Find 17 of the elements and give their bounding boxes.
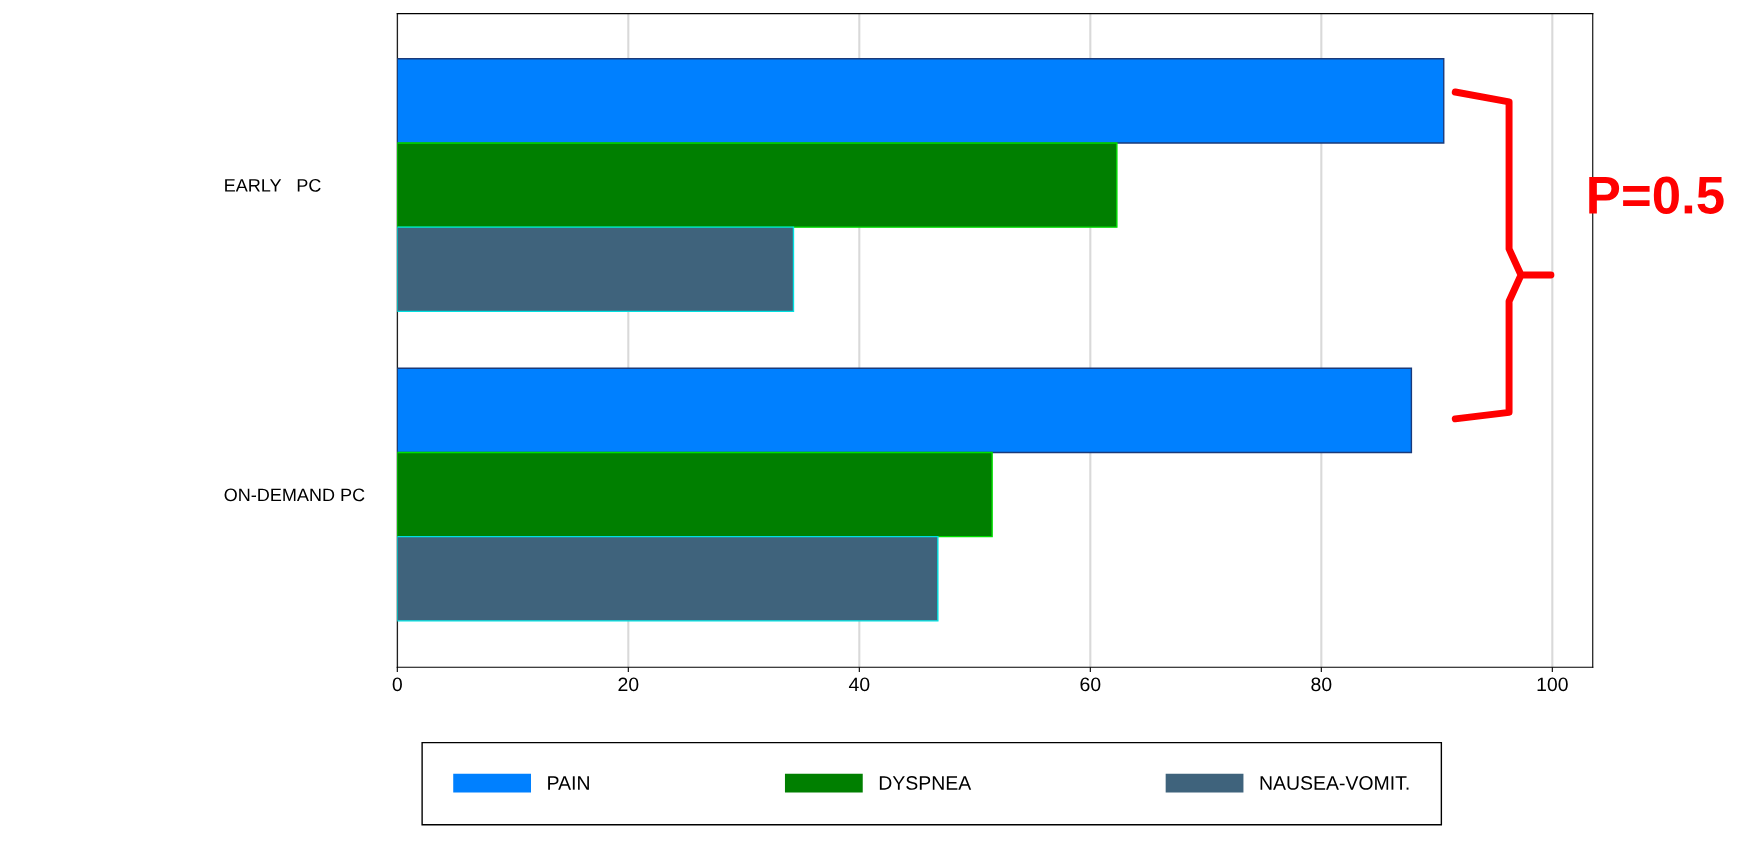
x-tick-label: 40 bbox=[848, 677, 870, 692]
bar bbox=[397, 226, 795, 313]
x-tick-label: 20 bbox=[618, 677, 639, 692]
legend-label: PAIN bbox=[548, 776, 589, 790]
bar bbox=[397, 535, 939, 622]
legend-label: DYSPNEA bbox=[879, 776, 972, 790]
x-tick-label: 80 bbox=[1311, 677, 1332, 692]
bar bbox=[397, 451, 993, 538]
legend-label: NAUSEA-VOMIT. bbox=[1260, 776, 1409, 790]
bar bbox=[397, 142, 1118, 228]
x-tick-label: 100 bbox=[1537, 677, 1568, 692]
x-tick-label: 0 bbox=[392, 677, 402, 692]
y-tick-label: ON-DEMAND PC bbox=[224, 488, 365, 502]
y-tick-label: EARLY PC bbox=[225, 178, 321, 192]
bar bbox=[397, 367, 1413, 454]
bar bbox=[397, 58, 1445, 144]
x-tick-label: 60 bbox=[1080, 677, 1101, 692]
